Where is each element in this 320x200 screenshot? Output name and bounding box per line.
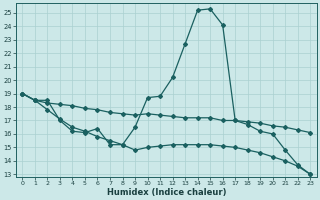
X-axis label: Humidex (Indice chaleur): Humidex (Indice chaleur) [107, 188, 226, 197]
